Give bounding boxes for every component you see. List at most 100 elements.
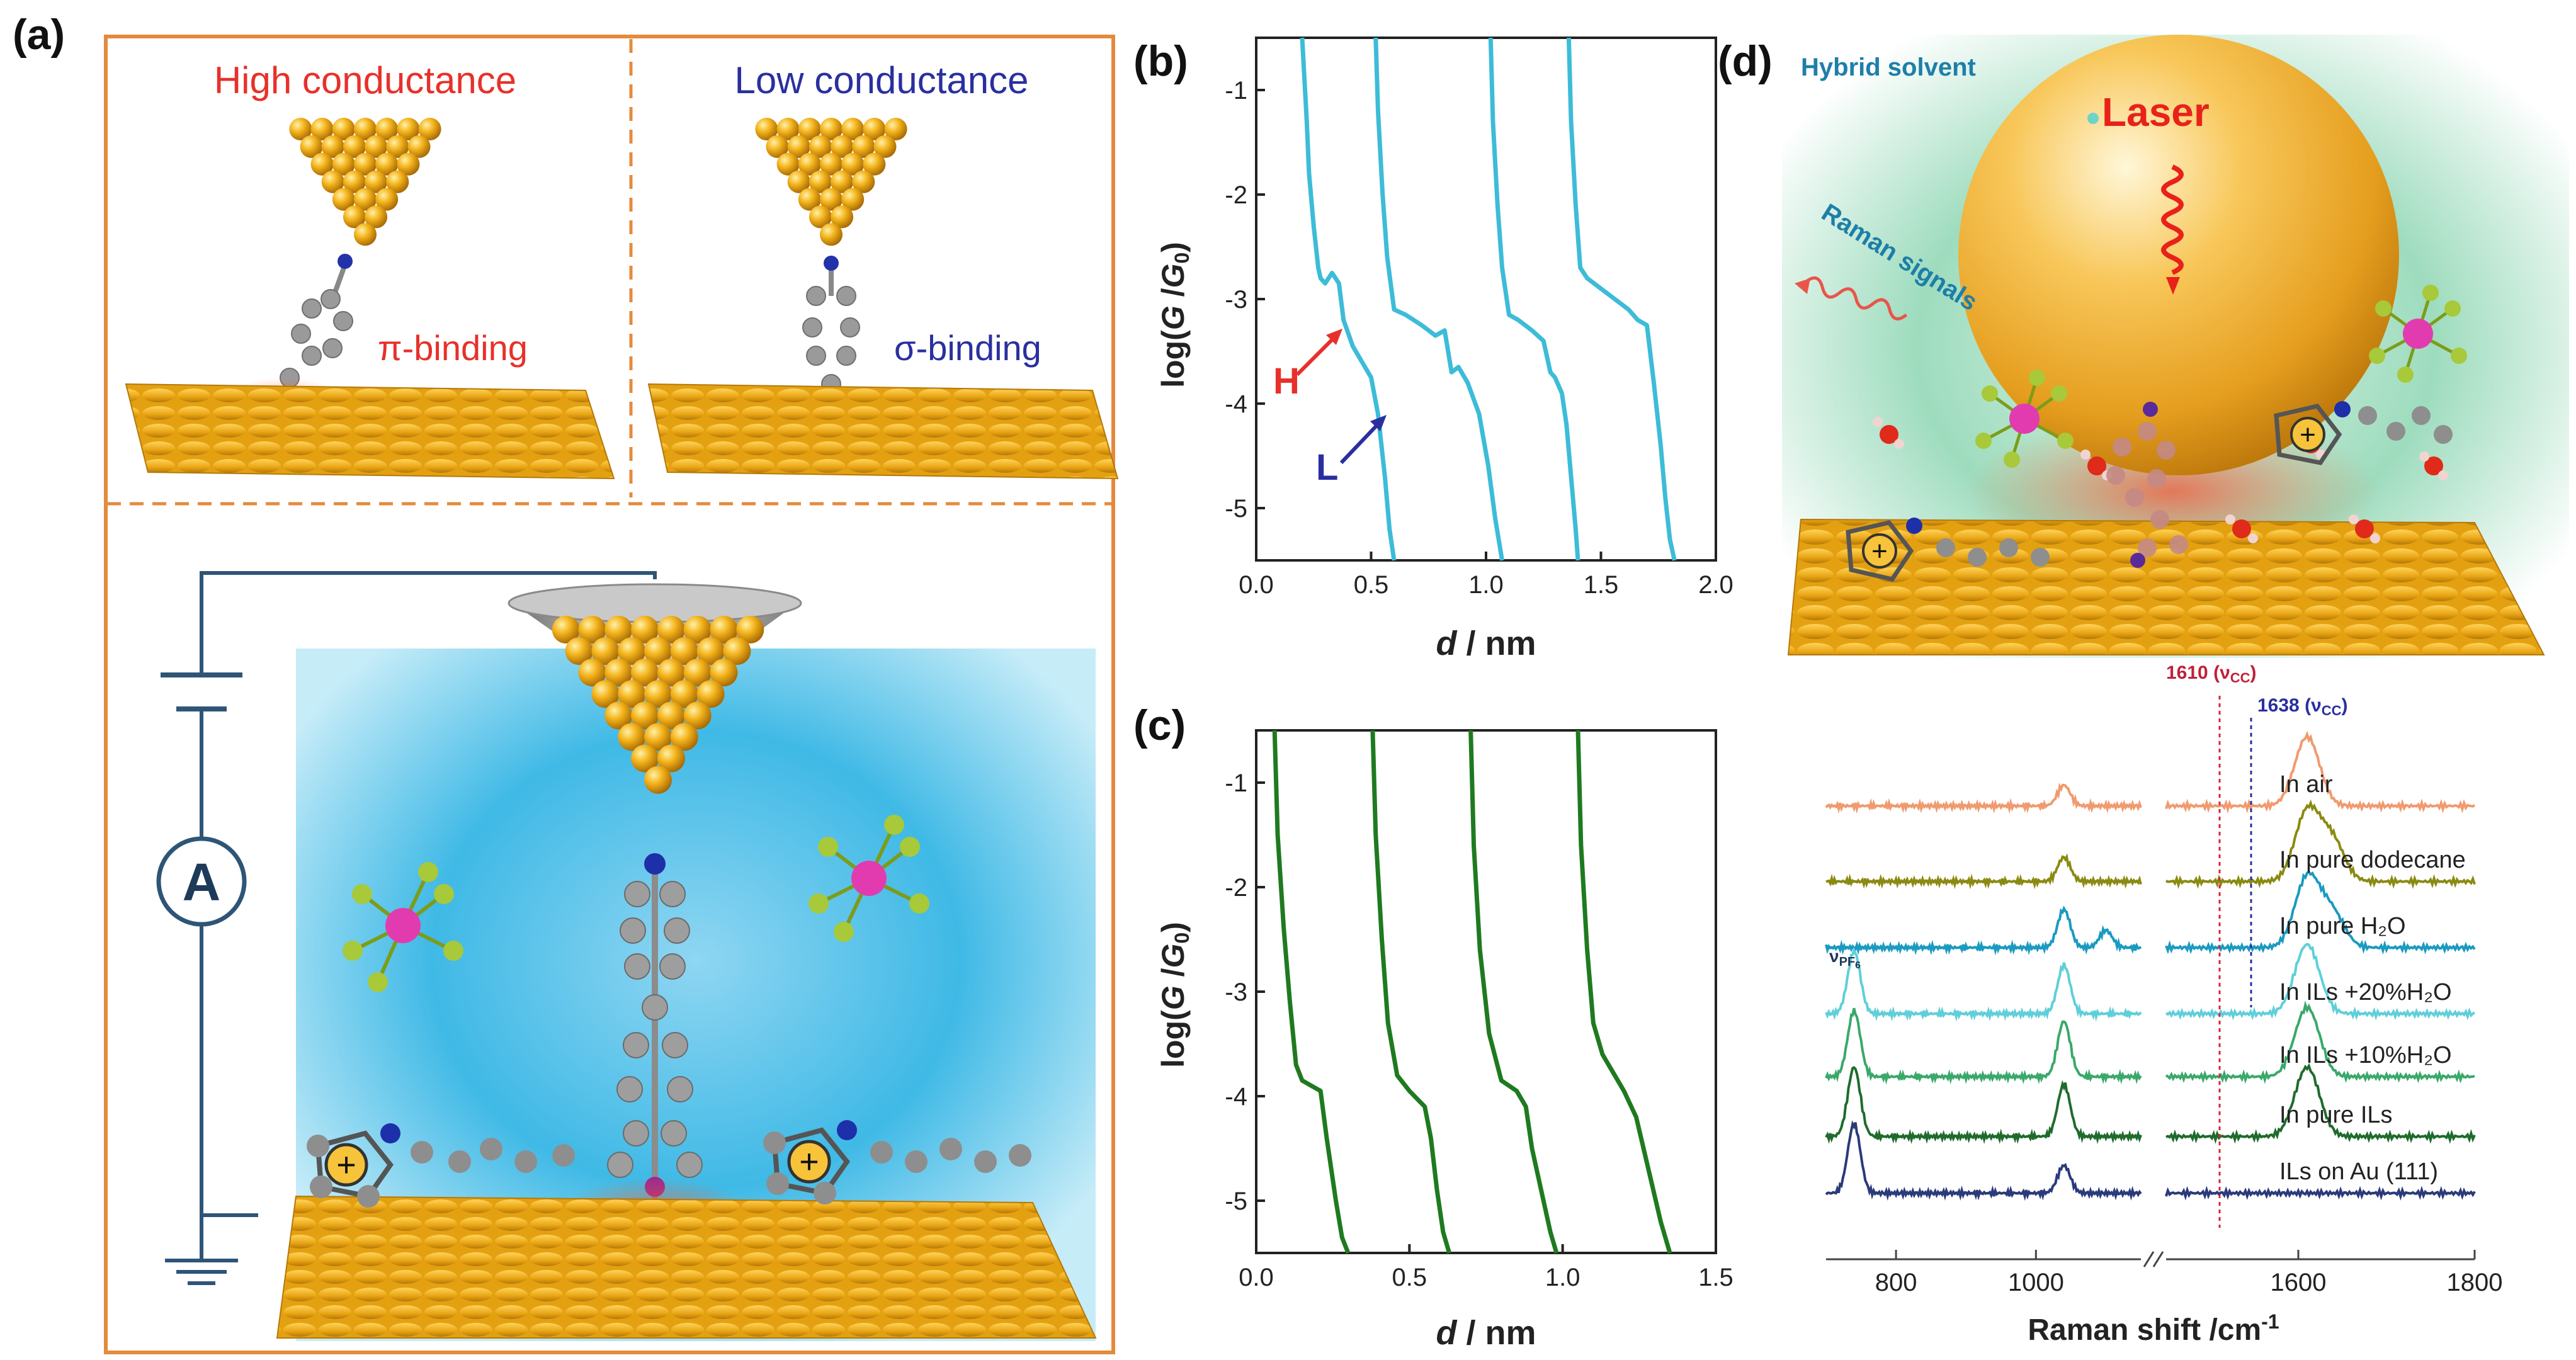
y-tick-label: -1 [1225, 769, 1247, 797]
y-tick-label: -2 [1225, 874, 1247, 902]
ground-icon [165, 1259, 238, 1285]
marker-h: H [1273, 361, 1300, 402]
imidazolium-cation: + [307, 1123, 575, 1208]
gold-atom [657, 659, 685, 687]
gold-atom [418, 118, 441, 140]
gold-atom [310, 152, 334, 176]
pf6-anion [1975, 370, 2074, 468]
raman-wave-icon [1805, 276, 1908, 320]
nitrogen-atom [338, 254, 353, 269]
conductance-trace [1566, 37, 1677, 561]
gold-atom [321, 135, 344, 158]
gold-atom [683, 616, 712, 643]
high-substrate [125, 383, 615, 480]
gold-atom [332, 118, 355, 140]
panel-c: (c) log(G /G0) d / nm 0.0 0.5 1.0 1.5 -1 -2 -3… [1133, 701, 1733, 1352]
laser-arrowhead [2166, 277, 2180, 295]
ammeter-label: A [183, 853, 221, 912]
chart-d [1825, 730, 2476, 1201]
imidazolium-cation: + [2274, 401, 2453, 465]
raman-xlabel: Raman shift /cm-1 [2028, 1310, 2279, 1347]
svg-text:+: + [336, 1146, 356, 1184]
y-tick-label: -3 [1225, 978, 1247, 1006]
spectrum-label: ILs on Au (111) [2279, 1159, 2438, 1185]
stm-gold-tip [552, 616, 764, 794]
gold-atom [809, 205, 832, 229]
x-tick-label: 1.5 [1584, 571, 1619, 599]
gold-atom [852, 135, 875, 158]
gold-atom [776, 152, 800, 176]
nitrogen-atom [824, 256, 839, 271]
gold-atom [386, 135, 409, 158]
imidazolium-cation: + [1846, 518, 2050, 582]
gold-atom [776, 118, 800, 140]
y-tick-label: -5 [1225, 1187, 1247, 1215]
y-tick-label: -4 [1225, 390, 1247, 418]
gold-atom [863, 118, 886, 140]
high-conductance-title: High conductance [214, 59, 516, 101]
gold-atom [670, 637, 698, 666]
marker-l-arrow [1339, 421, 1381, 465]
gold-atom [365, 170, 388, 193]
raman-spectrum [2165, 1000, 2475, 1084]
gold-atom [578, 616, 606, 643]
gold-atom [354, 188, 377, 211]
gold-atom [644, 637, 672, 666]
y-tick-label: -1 [1225, 77, 1247, 105]
spectrum-label: In pure H₂O [2279, 913, 2406, 939]
x-tick-label: 800 [1875, 1269, 1917, 1296]
spectrum-labels: In air In pure dodecane In pure H₂O In ILs … [2279, 771, 2466, 1185]
gold-atom [670, 680, 698, 708]
gold-atom [631, 744, 659, 773]
panel-b: (b) log(G /G0) d / nm 0.0 0.5 1.0 1.5 2.0 -1 -… [1133, 37, 1733, 662]
high-stm-tip [289, 118, 441, 246]
gold-atom [343, 205, 366, 229]
raman-spectrum [1825, 1120, 2142, 1201]
hybrid-solvent-label: Hybrid solvent [1801, 54, 1976, 81]
raman-spectrum [1825, 1066, 2142, 1145]
conductance-trace [1468, 730, 1559, 1254]
peak-1610-label: 1610 (νCC) [2166, 662, 2257, 686]
water-molecules [1873, 417, 2448, 543]
marker-l: L [1316, 447, 1338, 488]
nitrogen-atom [644, 853, 666, 875]
gold-atom [820, 223, 843, 246]
gold-atom [736, 616, 764, 643]
stm-tip-cone-top [508, 583, 802, 623]
gold-atom [631, 616, 659, 643]
spectrum-label: In pure ILs [2279, 1102, 2393, 1128]
x-tick-label: 1.5 [1698, 1264, 1733, 1291]
panel-b-ylabel: log(G /G0) [1155, 242, 1193, 388]
laser-spot [2087, 113, 2099, 124]
ammeter-icon [156, 836, 247, 927]
panel-c-xlabel: d / nm [1436, 1314, 1536, 1352]
gold-atom [289, 118, 312, 140]
gold-atom [618, 723, 646, 751]
x-tick-label: 1600 [2271, 1269, 2327, 1296]
gold-atom [787, 135, 810, 158]
x-tick-label: 2.0 [1698, 571, 1733, 599]
peak-1638-label: 1638 (νCC) [2257, 695, 2348, 718]
raman-spectrum [1825, 853, 2142, 890]
raman-spectrum [1825, 947, 2142, 1022]
gold-atom [343, 135, 366, 158]
gold-atom [618, 637, 646, 666]
gold-atom [386, 170, 409, 193]
panel-b-label: (b) [1133, 37, 1188, 85]
gold-atom [670, 723, 698, 751]
gold-atom [604, 701, 633, 730]
gold-atom [644, 766, 672, 794]
gold-atom [644, 723, 672, 751]
raman-arrowhead [1795, 278, 1810, 294]
gold-atom [841, 118, 865, 140]
gold-atom [354, 223, 377, 246]
gold-atom [873, 135, 897, 158]
panel-b-xlabel: d / nm [1436, 625, 1536, 662]
gold-atom [631, 659, 659, 687]
gold-atom [578, 659, 606, 687]
gold-atom [798, 152, 821, 176]
raman-spectrum [1825, 783, 2142, 814]
raman-spectrum [1825, 1007, 2142, 1085]
x-tick-label: 0.5 [1392, 1264, 1427, 1291]
gold-atom [591, 637, 620, 666]
